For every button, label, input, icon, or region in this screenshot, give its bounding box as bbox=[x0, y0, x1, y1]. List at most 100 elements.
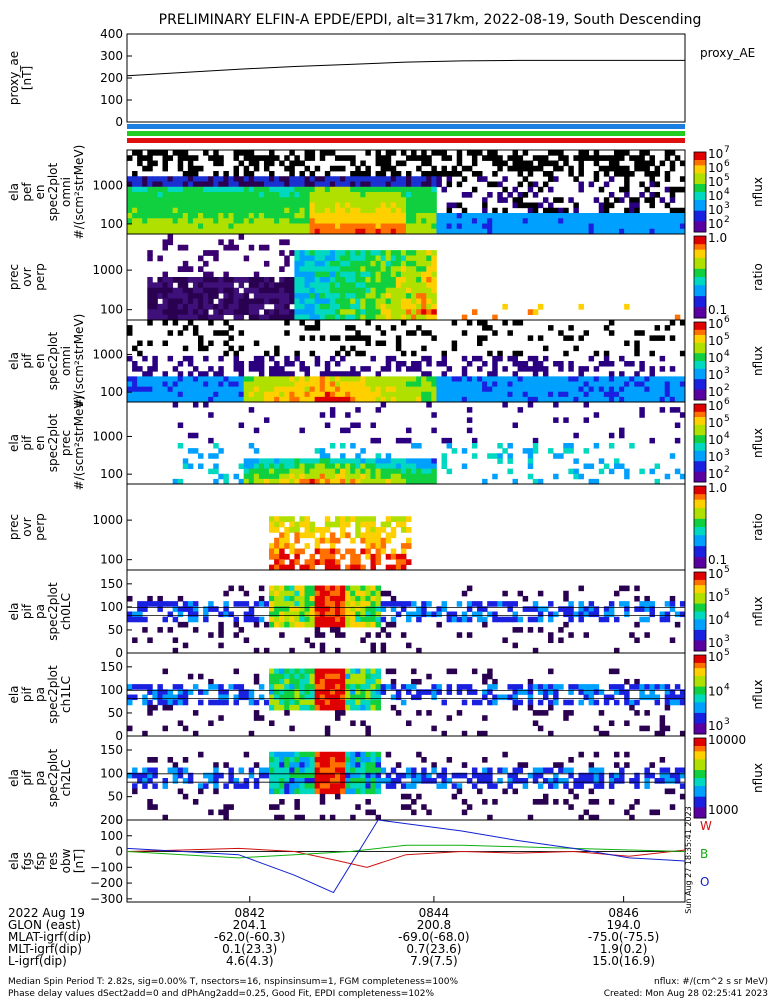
spectrogram-cell bbox=[299, 783, 304, 789]
spectrogram-cell bbox=[274, 392, 279, 398]
spectrogram-cell bbox=[670, 382, 675, 388]
spectrogram-cell bbox=[178, 376, 183, 382]
spectrogram-cell bbox=[568, 166, 573, 172]
spectrogram-cell bbox=[340, 266, 345, 272]
spectrogram-cell bbox=[325, 309, 330, 315]
spectrogram-cell bbox=[193, 366, 198, 372]
spectrogram-cell bbox=[320, 288, 325, 294]
spectrogram-cell bbox=[426, 277, 431, 283]
spectrogram-cell bbox=[310, 783, 315, 789]
spectrogram-cell bbox=[218, 213, 223, 219]
spectrogram-cell bbox=[584, 684, 589, 690]
spectrogram-cell bbox=[457, 617, 462, 623]
spectrogram-cell bbox=[619, 433, 624, 439]
spectrogram-cell bbox=[228, 586, 233, 592]
ytick-label: 1000 bbox=[92, 178, 123, 192]
spectrogram-cell bbox=[330, 627, 335, 633]
spectrogram-cell bbox=[208, 720, 213, 726]
spectrogram-cell bbox=[335, 282, 340, 288]
spectrogram-cell bbox=[655, 376, 660, 382]
spectrogram-cell bbox=[208, 192, 213, 198]
spectrogram-cell bbox=[345, 768, 350, 774]
spectrogram-cell bbox=[320, 527, 325, 533]
spectrogram-cell bbox=[370, 527, 375, 533]
ytick-label: 100 bbox=[100, 93, 123, 107]
spectrogram-cell bbox=[568, 382, 573, 388]
spectrogram-cell bbox=[198, 392, 203, 398]
spectrogram-cell bbox=[513, 387, 518, 393]
spectrogram-cell bbox=[289, 695, 294, 701]
spectrogram-cell bbox=[381, 543, 386, 549]
spectrogram-cell bbox=[330, 387, 335, 393]
ylabel-line: spec2plot bbox=[46, 162, 60, 221]
spectrogram-cell bbox=[279, 778, 284, 784]
spectrogram-cell bbox=[614, 218, 619, 224]
spectrogram-cell bbox=[335, 392, 340, 398]
spectrogram-cell bbox=[218, 182, 223, 188]
spectrogram-cell bbox=[401, 464, 406, 470]
spectrogram-cell bbox=[401, 632, 406, 638]
spectrogram-cell bbox=[218, 810, 223, 816]
spectrogram-cell bbox=[523, 213, 528, 219]
spectrogram-cell bbox=[198, 464, 203, 470]
spectrogram-cell bbox=[294, 376, 299, 382]
spectrogram-cell bbox=[345, 382, 350, 388]
spectrogram-cell bbox=[492, 387, 497, 393]
spectrogram-cell bbox=[269, 218, 274, 224]
spectrogram-cell bbox=[431, 474, 436, 480]
spectrogram-cell bbox=[624, 586, 629, 592]
spectrogram-cell bbox=[188, 218, 193, 224]
spectrogram-cell bbox=[274, 304, 279, 310]
spectrogram-cell bbox=[249, 208, 254, 214]
spectrogram-cell bbox=[365, 341, 370, 347]
spectrogram-cell bbox=[513, 627, 518, 633]
spectrogram-cell bbox=[294, 299, 299, 305]
colorbar-tick-exp: 3 bbox=[724, 366, 730, 376]
spectrogram-cell bbox=[325, 726, 330, 732]
spectrogram-cell bbox=[548, 325, 553, 331]
spectrogram-cell bbox=[183, 695, 188, 701]
spectrogram-cell bbox=[325, 182, 330, 188]
spectrogram-cell bbox=[244, 464, 249, 470]
spectrogram-cell bbox=[335, 192, 340, 198]
spectrogram-cell bbox=[518, 684, 523, 690]
spectrogram-cell bbox=[284, 543, 289, 549]
spectrogram-cell bbox=[442, 224, 447, 230]
spectrogram-cell bbox=[183, 203, 188, 209]
spectrogram-cell bbox=[396, 559, 401, 565]
spectrogram-cell bbox=[665, 176, 670, 182]
spectrogram-cell bbox=[578, 304, 583, 310]
spectrogram-cell bbox=[589, 376, 594, 382]
spectrogram-cell bbox=[381, 330, 386, 336]
spectrogram-cell bbox=[609, 330, 614, 336]
spectrogram-cell bbox=[188, 320, 193, 326]
spectrogram-cell bbox=[294, 176, 299, 182]
spectrogram-cell bbox=[497, 443, 502, 449]
spectrogram-cell bbox=[604, 224, 609, 230]
spectrogram-cell bbox=[421, 601, 426, 607]
spectrogram-cell bbox=[452, 783, 457, 789]
ylabel-line: en bbox=[33, 354, 47, 369]
spectrogram-cell bbox=[507, 469, 512, 475]
spectrogram-cell bbox=[360, 213, 365, 219]
spectrogram-cell bbox=[563, 155, 568, 161]
spectrogram-cell bbox=[254, 224, 259, 230]
spectrogram-cell bbox=[142, 192, 147, 198]
spectrogram-cell bbox=[193, 627, 198, 633]
spectrogram-cell bbox=[370, 538, 375, 544]
spectrogram-cell bbox=[213, 150, 218, 156]
spectrogram-cell bbox=[584, 150, 589, 156]
spectrogram-cell bbox=[401, 277, 406, 283]
spectrogram-cell bbox=[365, 150, 370, 156]
spectrogram-cell bbox=[279, 532, 284, 538]
spectrogram-cell bbox=[340, 596, 345, 602]
spectrogram-cell bbox=[335, 783, 340, 789]
spectrogram-cell bbox=[436, 224, 441, 230]
spectrogram-cell bbox=[315, 309, 320, 315]
spectrogram-cell bbox=[670, 224, 675, 230]
colorbar-tick: 10 bbox=[708, 433, 723, 447]
spectrogram-cell bbox=[249, 382, 254, 388]
spectrogram-cell bbox=[355, 700, 360, 706]
spectrogram-cell bbox=[472, 155, 477, 161]
spectrogram-cell bbox=[376, 277, 381, 283]
